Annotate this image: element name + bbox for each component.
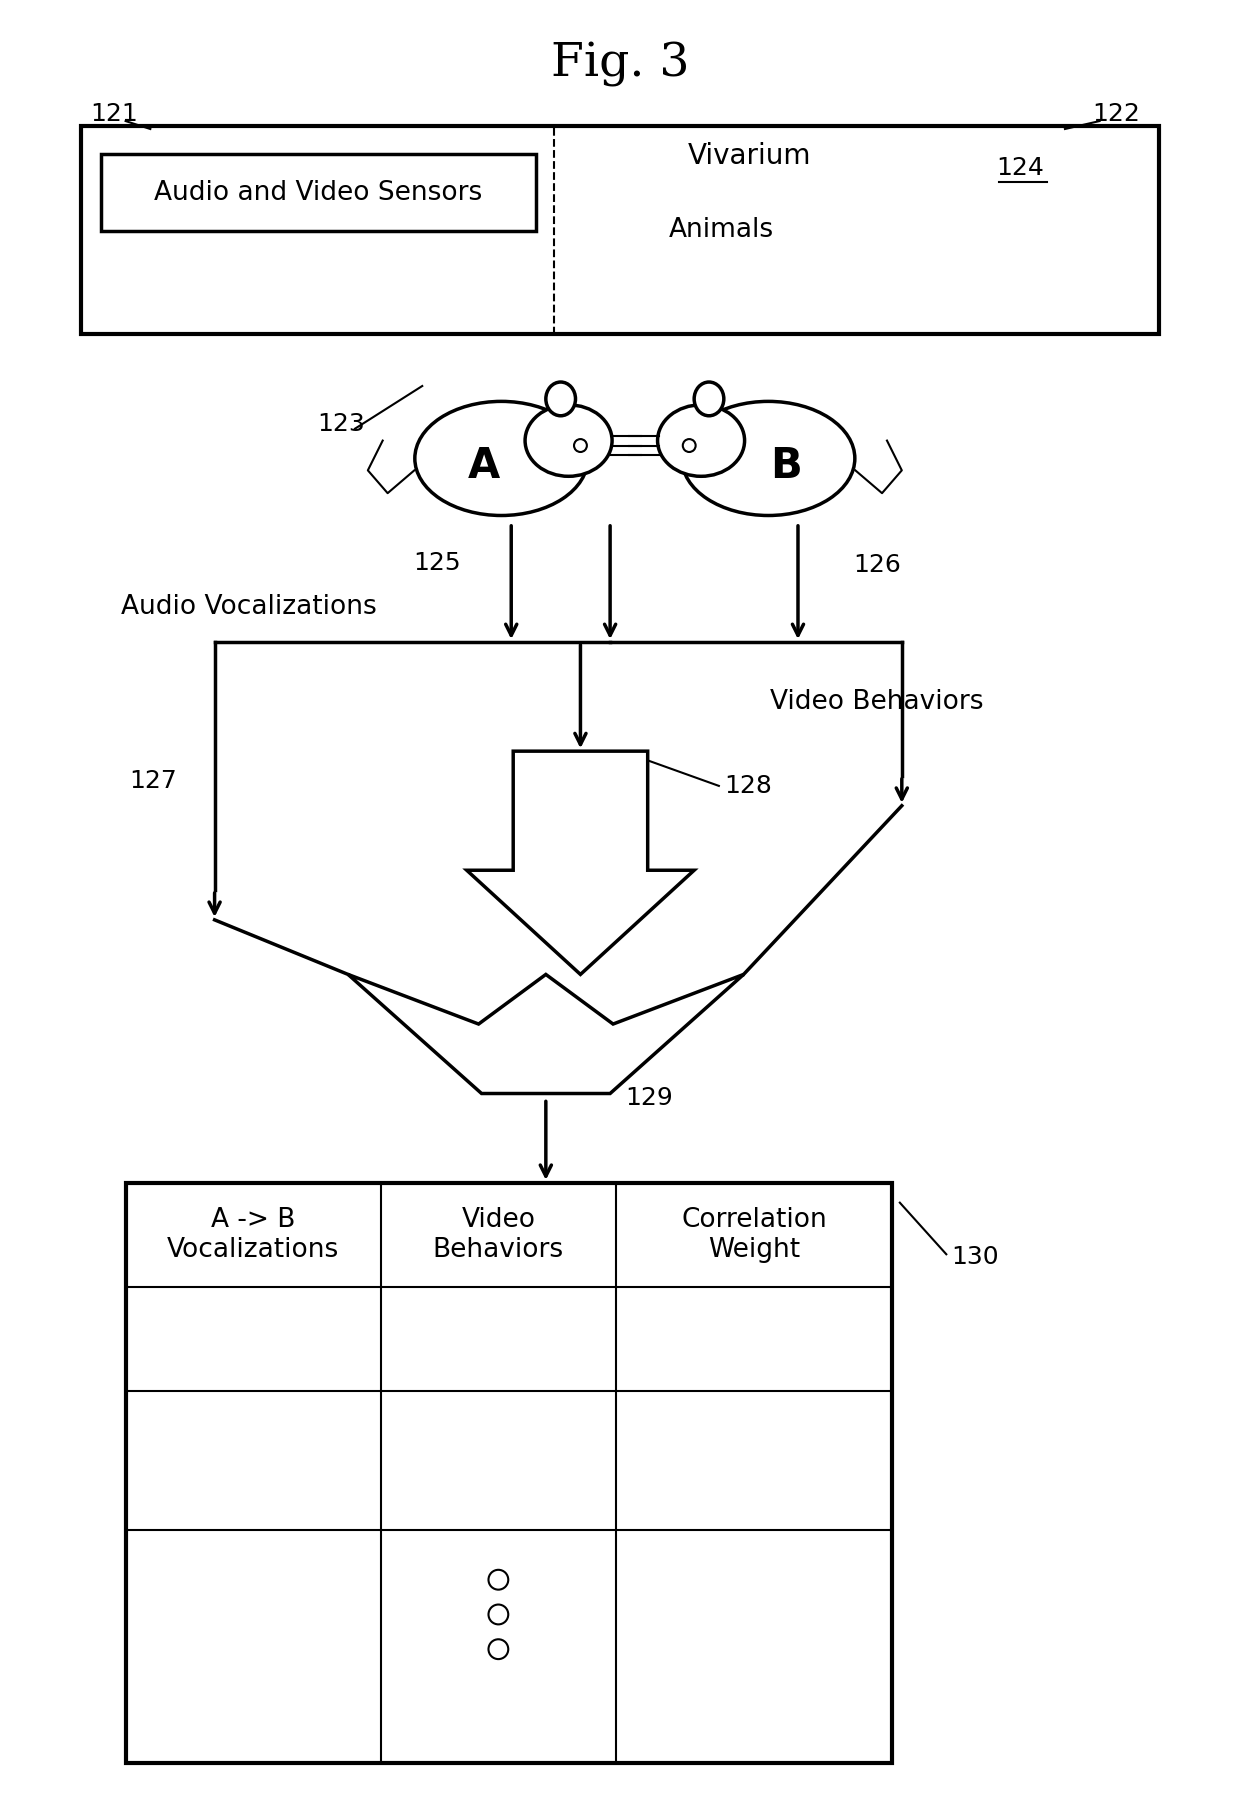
Text: A -> B
Vocalizations: A -> B Vocalizations: [167, 1207, 340, 1263]
Ellipse shape: [657, 405, 744, 476]
Text: Fig. 3: Fig. 3: [551, 41, 689, 86]
Ellipse shape: [683, 440, 696, 452]
Text: A: A: [467, 445, 500, 487]
Polygon shape: [466, 751, 694, 975]
Text: 130: 130: [951, 1245, 999, 1269]
Ellipse shape: [682, 402, 854, 515]
Text: 121: 121: [89, 103, 138, 126]
Text: 127: 127: [129, 769, 177, 793]
Text: Audio and Video Sensors: Audio and Video Sensors: [154, 180, 482, 205]
Ellipse shape: [489, 1640, 508, 1660]
Text: 125: 125: [413, 551, 461, 575]
Text: Vivarium: Vivarium: [688, 142, 811, 169]
Bar: [81, 126, 1159, 335]
Text: 126: 126: [853, 553, 901, 577]
Text: Correlation
Weight: Correlation Weight: [681, 1207, 827, 1263]
Text: Video
Behaviors: Video Behaviors: [433, 1207, 564, 1263]
Ellipse shape: [525, 405, 613, 476]
Text: 128: 128: [724, 773, 771, 798]
Text: Audio Vocalizations: Audio Vocalizations: [122, 595, 377, 620]
Text: Animals: Animals: [670, 218, 775, 243]
Text: 124: 124: [997, 155, 1044, 180]
Bar: [125, 1182, 892, 1764]
Ellipse shape: [546, 382, 575, 416]
Bar: [100, 153, 536, 231]
Ellipse shape: [489, 1604, 508, 1624]
Ellipse shape: [574, 440, 587, 452]
Polygon shape: [348, 975, 744, 1094]
Text: B: B: [770, 445, 802, 487]
Text: 122: 122: [1092, 103, 1141, 126]
Ellipse shape: [489, 1570, 508, 1589]
Text: 123: 123: [317, 411, 365, 436]
Ellipse shape: [694, 382, 724, 416]
Ellipse shape: [415, 402, 588, 515]
Text: 129: 129: [625, 1087, 672, 1110]
Text: Video Behaviors: Video Behaviors: [770, 688, 983, 715]
